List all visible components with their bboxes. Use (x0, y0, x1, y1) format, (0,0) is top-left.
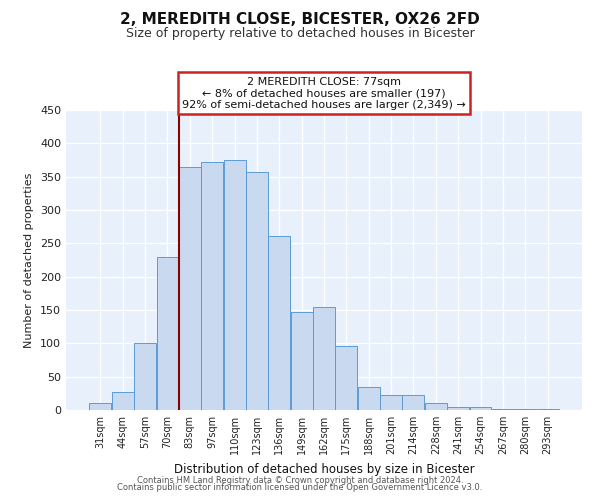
Bar (335, 346, 358, 410)
Bar (425, 402, 447, 410)
Bar (536, 408, 559, 410)
Bar (157, 256, 178, 410)
Text: Contains HM Land Registry data © Crown copyright and database right 2024.: Contains HM Land Registry data © Crown c… (137, 476, 463, 485)
Bar (112, 392, 134, 410)
Bar (514, 408, 536, 410)
Text: 2, MEREDITH CLOSE, BICESTER, OX26 2FD: 2, MEREDITH CLOSE, BICESTER, OX26 2FD (120, 12, 480, 28)
Bar (403, 396, 424, 410)
Bar (134, 342, 156, 410)
X-axis label: Distribution of detached houses by size in Bicester: Distribution of detached houses by size … (173, 462, 475, 475)
Bar (201, 162, 223, 410)
Bar (313, 306, 335, 410)
Bar (492, 408, 514, 410)
Y-axis label: Number of detached properties: Number of detached properties (25, 172, 34, 348)
Bar (268, 236, 290, 410)
Bar (470, 406, 491, 410)
Bar (224, 160, 245, 410)
Text: Size of property relative to detached houses in Bicester: Size of property relative to detached ho… (125, 28, 475, 40)
Bar (358, 388, 380, 410)
Text: Contains public sector information licensed under the Open Government Licence v3: Contains public sector information licen… (118, 484, 482, 492)
Bar (246, 172, 268, 410)
Bar (290, 312, 313, 410)
Text: 2 MEREDITH CLOSE: 77sqm
← 8% of detached houses are smaller (197)
92% of semi-de: 2 MEREDITH CLOSE: 77sqm ← 8% of detached… (182, 77, 466, 110)
Bar (447, 406, 469, 410)
Bar (380, 396, 402, 410)
Bar (89, 404, 112, 410)
Bar (179, 166, 201, 410)
